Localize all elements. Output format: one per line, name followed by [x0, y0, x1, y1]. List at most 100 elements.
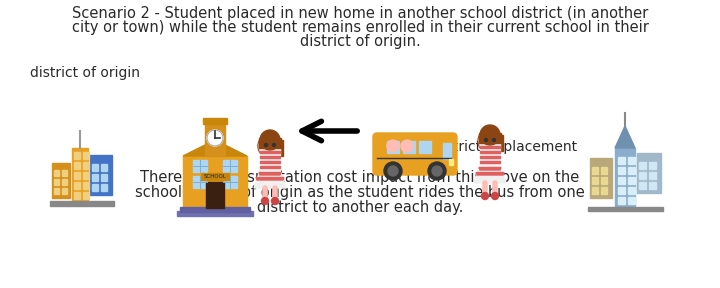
Bar	[628, 177, 635, 184]
Bar	[480, 145, 500, 148]
Polygon shape	[206, 182, 224, 184]
Circle shape	[492, 192, 498, 200]
Bar	[387, 141, 399, 153]
Bar	[180, 207, 250, 212]
Bar	[193, 176, 207, 188]
Bar	[628, 197, 635, 204]
Bar	[637, 153, 661, 193]
Polygon shape	[259, 173, 281, 175]
Bar	[618, 167, 625, 174]
Circle shape	[261, 198, 269, 204]
Bar	[480, 156, 500, 158]
Bar	[54, 188, 59, 194]
Circle shape	[272, 143, 276, 147]
Circle shape	[485, 139, 487, 141]
Bar	[201, 173, 229, 180]
Text: district of placement: district of placement	[433, 140, 577, 154]
Bar	[83, 162, 89, 169]
Bar	[206, 184, 224, 208]
Bar	[183, 156, 247, 208]
Bar	[601, 187, 607, 194]
Bar	[83, 192, 89, 199]
Bar	[419, 141, 431, 153]
Bar	[278, 140, 283, 156]
Circle shape	[479, 130, 501, 152]
Bar	[618, 157, 625, 164]
Circle shape	[480, 125, 500, 145]
Bar	[260, 160, 280, 163]
Bar	[498, 135, 503, 151]
Polygon shape	[615, 126, 635, 148]
Bar	[443, 143, 451, 159]
Bar	[54, 179, 59, 185]
Bar	[83, 182, 89, 189]
Polygon shape	[474, 165, 506, 183]
Bar	[618, 197, 625, 204]
Bar	[205, 121, 225, 156]
Bar	[628, 167, 635, 174]
Bar	[628, 157, 635, 164]
Bar	[177, 211, 253, 216]
Bar	[592, 167, 598, 174]
Text: school district of origin as the student rides the bus from one: school district of origin as the student…	[135, 185, 585, 200]
Bar	[62, 170, 67, 176]
Bar	[259, 138, 281, 148]
FancyBboxPatch shape	[373, 133, 457, 175]
Circle shape	[478, 129, 502, 153]
Bar	[203, 118, 227, 124]
Bar	[592, 177, 598, 184]
Bar	[260, 151, 280, 153]
Circle shape	[384, 162, 402, 180]
Text: SCHOOL: SCHOOL	[204, 174, 226, 179]
Bar	[628, 187, 635, 194]
Bar	[74, 152, 80, 159]
Bar	[601, 177, 607, 184]
Bar	[92, 164, 98, 171]
Bar	[480, 160, 500, 163]
Bar	[403, 141, 415, 153]
Bar	[101, 174, 107, 181]
Bar	[92, 184, 98, 191]
Circle shape	[492, 139, 495, 141]
Bar	[590, 158, 612, 198]
Text: district of origin.: district of origin.	[300, 34, 420, 49]
Bar	[260, 166, 280, 168]
Text: There is a transportation cost impact from this move on the: There is a transportation cost impact fr…	[140, 170, 580, 185]
Bar	[480, 151, 500, 153]
Bar	[479, 133, 501, 143]
Circle shape	[207, 130, 223, 146]
Text: district of origin: district of origin	[30, 66, 140, 80]
Circle shape	[388, 166, 398, 176]
Bar	[601, 167, 607, 174]
Circle shape	[387, 140, 399, 152]
Bar	[74, 162, 80, 169]
Bar	[449, 159, 453, 165]
Bar	[260, 156, 280, 158]
Circle shape	[259, 135, 281, 157]
Bar	[83, 172, 89, 179]
Circle shape	[432, 166, 442, 176]
Bar	[92, 174, 98, 181]
Bar	[74, 192, 80, 199]
Bar	[639, 162, 646, 169]
Bar	[54, 170, 59, 176]
Bar	[649, 182, 656, 189]
Circle shape	[260, 130, 280, 150]
Bar	[618, 187, 625, 194]
Circle shape	[258, 134, 282, 158]
Text: district to another each day.: district to another each day.	[257, 200, 463, 215]
Circle shape	[264, 143, 268, 147]
Bar	[90, 155, 112, 195]
Bar	[588, 207, 663, 211]
Bar	[101, 164, 107, 171]
Polygon shape	[479, 168, 501, 170]
Polygon shape	[256, 177, 284, 180]
Bar	[260, 148, 280, 170]
Bar	[649, 162, 656, 169]
Bar	[223, 160, 237, 172]
Bar	[193, 160, 207, 172]
Bar	[62, 188, 67, 194]
Bar	[639, 172, 646, 179]
Bar	[101, 184, 107, 191]
Circle shape	[401, 140, 413, 152]
